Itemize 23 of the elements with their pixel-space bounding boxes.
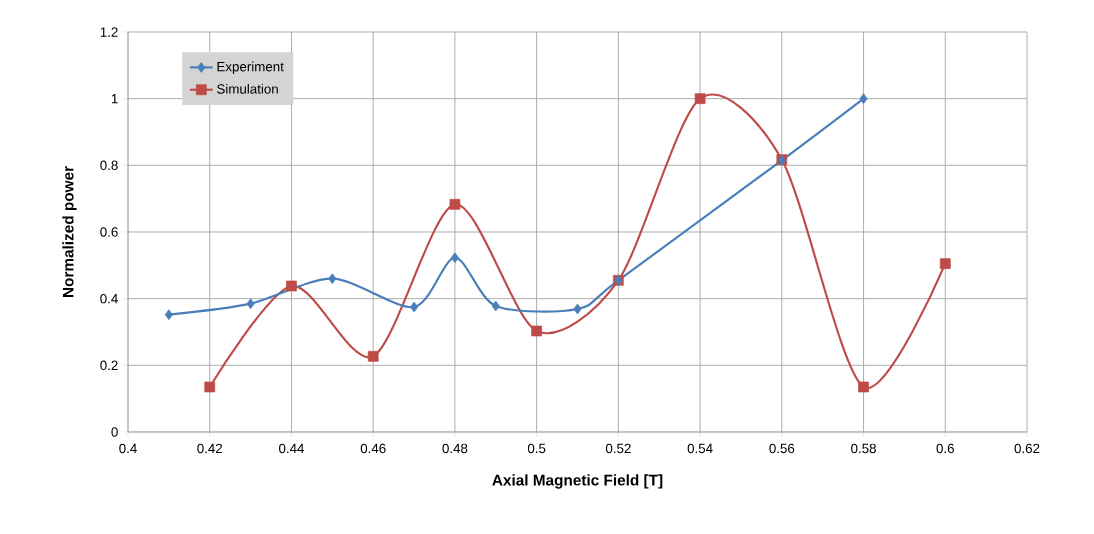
x-tick-label: 0.56 [769,443,795,454]
x-tick-label: 0.4 [119,443,137,454]
x-tick-label: 0.5 [527,443,546,454]
y-axis-title: Normalized power [62,166,77,297]
y-tick-label: 1 [111,94,118,104]
y-tick-label: 0.2 [100,360,118,371]
x-tick-label: 0.54 [687,443,713,454]
y-tick-label: 0 [111,427,118,437]
x-tick-label: 0.52 [605,443,631,454]
y-tick-label: 0.6 [100,227,118,237]
x-tick-label: 0.48 [442,443,468,454]
x-tick-label: 0.46 [360,443,386,454]
y-tick-label: 0.8 [100,160,118,171]
x-tick-label: 0.62 [1014,443,1040,454]
x-tick-label: 0.58 [851,443,876,454]
y-tick-label: 1.2 [100,27,118,37]
x-tick-label: 0.6 [936,443,954,454]
x-axis-title: Axial Magnetic Field [T] [492,474,663,489]
x-tick-label: 0.44 [279,443,305,454]
legend-label: Experiment [217,61,284,75]
legend-label: Simulation [217,83,278,94]
x-tick-label: 0.42 [197,443,223,454]
y-tick-label: 0.4 [100,293,118,304]
